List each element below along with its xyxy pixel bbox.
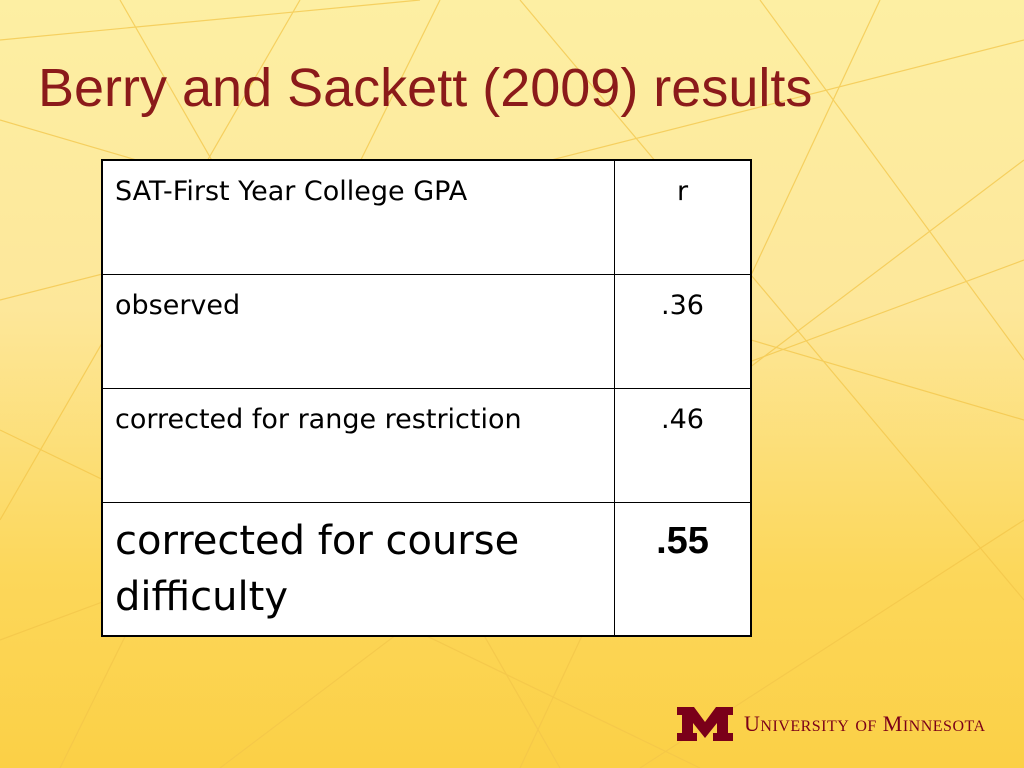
results-table: SAT-First Year College GPA r observed .3… (101, 159, 752, 637)
row-value-cell: .55 (614, 502, 752, 637)
block-m-icon (677, 707, 733, 741)
row-label-cell: corrected for range restriction (101, 388, 615, 503)
table-row-highlight: corrected for course difficulty .55 (101, 502, 752, 637)
table-header-row: SAT-First Year College GPA r (101, 159, 752, 275)
header-label-cell: SAT-First Year College GPA (101, 159, 615, 275)
row-label-cell: observed (101, 274, 615, 389)
university-logo: University of Minnesota (676, 705, 986, 743)
header-value-cell: r (614, 159, 752, 275)
slide-title: Berry and Sackett (2009) results (38, 58, 813, 118)
row-value-cell: .36 (614, 274, 752, 389)
table-row: corrected for range restriction .46 (101, 388, 752, 503)
logo-wordmark: University of Minnesota (744, 711, 986, 736)
row-label-cell: corrected for course difficulty (101, 502, 615, 637)
table-row: observed .36 (101, 274, 752, 389)
row-value-cell: .46 (614, 388, 752, 503)
